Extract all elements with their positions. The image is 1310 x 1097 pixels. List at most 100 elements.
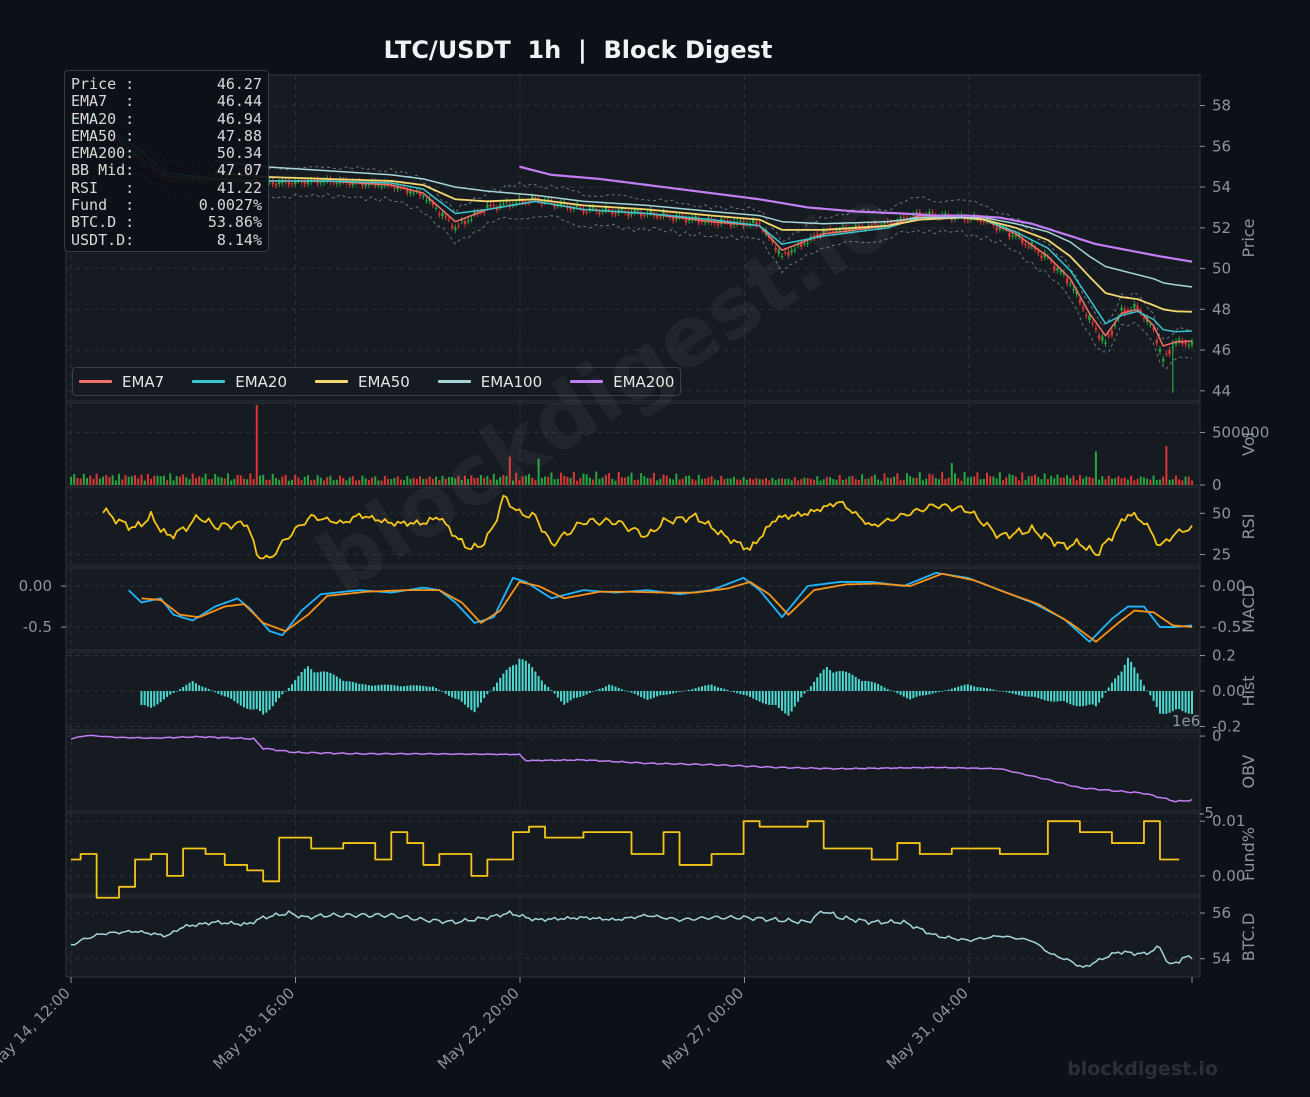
histogram-bar [537,676,540,691]
volume-bar [684,476,687,485]
histogram-bar [813,681,816,691]
candle-body [319,182,323,184]
volume-bar [1027,476,1030,485]
volume-bar [656,480,659,485]
histogram-bar [905,691,908,699]
histogram-bar [249,691,252,710]
tick-label: 0 [1212,727,1222,745]
histogram-bar [633,691,636,694]
candle-body [460,220,463,222]
btc-dominance-line [70,910,1193,968]
volume-bar [134,475,137,485]
page-title: LTC/USDT 1h | Block Digest [383,36,773,64]
histogram-bar [1005,691,1008,693]
histogram-bar [156,691,159,705]
histogram-bar [367,685,370,691]
volume-bar [428,476,431,485]
candle-body [841,226,845,228]
volume-bar [720,475,723,485]
candle-body [415,190,419,192]
histogram-bar [1078,691,1081,707]
volume-bar [178,476,181,485]
histogram-bar [271,691,274,707]
histogram-bar [582,691,585,696]
volume-bar [707,477,710,485]
histogram-bar [649,691,652,699]
volume-bar [207,479,210,485]
candle-body [1174,341,1178,345]
candle-body [889,222,893,224]
info-row-ema20: EMA20 : 46.94 [71,110,262,128]
histogram-bar [572,691,575,699]
volume-bar [1043,473,1046,485]
histogram-bar [909,691,912,700]
x-tick-label: May 27, 00:00 [658,984,747,1073]
legend-swatch [437,380,471,383]
volume-bar [361,475,364,485]
histogram-bar [1149,691,1152,696]
volume-bar [749,478,752,485]
volume-bar [162,475,165,485]
volume-bar [761,479,764,485]
candle-body [604,207,608,211]
histogram-bar [886,689,889,691]
histogram-bar [419,685,422,691]
histogram-bar [851,674,854,691]
histogram-bar [1191,691,1193,715]
candle-body [793,249,797,251]
candle-body [277,181,281,185]
volume-bar [1142,477,1145,485]
histogram-bar [332,674,335,691]
volume-bar [492,473,495,485]
candle-body [790,250,793,253]
candle-body [771,240,774,242]
volume-bar [175,475,178,485]
candle-body [1065,278,1069,284]
tick-label: -0.5 [23,618,52,636]
histogram-bar [1130,661,1133,691]
histogram-bar [966,684,969,691]
histogram-bar [316,672,319,691]
candle-body [620,208,624,211]
histogram-bar [950,688,953,691]
candle-body [1107,335,1110,337]
histogram-bar [1056,691,1059,702]
histogram-bar [380,684,383,691]
volume-bar [752,479,755,485]
volume-bar [249,473,252,485]
volume-bar [499,477,502,485]
histogram-bar [281,691,284,695]
volume-bar [255,405,258,485]
tick-label: 500000 [1212,423,1269,441]
candle-body [569,208,572,210]
histogram-bar [1133,667,1136,691]
histogram-bar [678,691,681,692]
volume-bar [1107,475,1110,485]
histogram-bar [854,676,857,691]
legend-item-ema100: EMA100 [437,373,542,391]
volume-bar [620,477,623,485]
histogram-bar [1011,691,1014,694]
tick-label: 54 [1212,950,1231,968]
histogram-bar [825,667,828,691]
volume-bar [1126,479,1129,485]
histogram-bar [1021,691,1024,696]
volume-bar [486,476,489,485]
info-row-bb-mid: BB Mid: 47.07 [71,162,262,180]
volume-bar [662,474,665,485]
funding-line [71,820,1180,899]
histogram-bar [598,688,601,691]
volume-bar [582,473,585,485]
histogram-bar [1184,691,1187,713]
candle-body [774,247,777,251]
candle-body [287,181,290,185]
volume-bar [130,476,133,485]
histogram-bar [803,691,806,694]
histogram-bar [697,687,700,691]
volume-bar [697,474,700,485]
histogram-bar [550,690,553,691]
volume-bar [726,478,729,485]
histogram-bar [140,691,143,705]
volume-bar [1149,479,1152,485]
candle-body [505,201,508,203]
